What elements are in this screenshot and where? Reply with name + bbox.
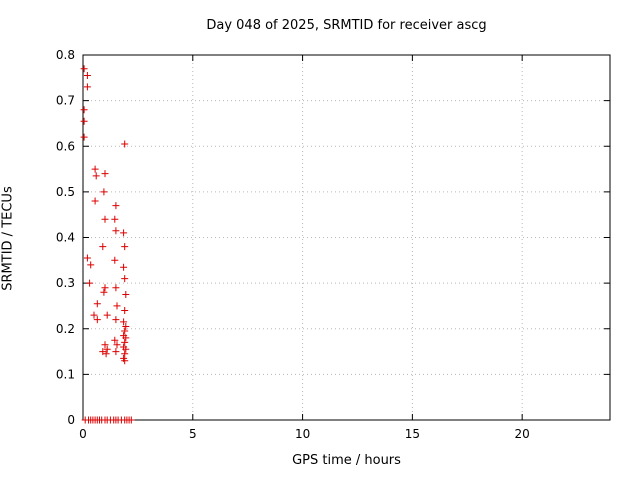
x-tick-label: 5 bbox=[189, 427, 197, 441]
y-tick-label: 0.5 bbox=[56, 185, 75, 199]
data-point-marker bbox=[83, 83, 91, 91]
x-tick-label: 10 bbox=[295, 427, 310, 441]
data-point-marker bbox=[103, 311, 111, 319]
data-point-marker bbox=[121, 357, 129, 365]
x-tick-label: 20 bbox=[515, 427, 530, 441]
data-point-marker bbox=[100, 188, 108, 196]
data-point-marker bbox=[127, 416, 135, 424]
data-point-marker bbox=[121, 338, 129, 346]
data-point-marker bbox=[87, 261, 95, 269]
data-point-marker bbox=[101, 170, 109, 178]
data-point-marker bbox=[112, 348, 120, 356]
y-tick-label: 0.1 bbox=[56, 367, 75, 381]
data-point-marker bbox=[102, 350, 110, 358]
data-point-marker bbox=[111, 336, 119, 344]
data-point-marker bbox=[120, 229, 128, 237]
data-point-marker bbox=[122, 345, 130, 353]
data-point-marker bbox=[122, 291, 130, 298]
data-point-marker bbox=[91, 165, 99, 173]
data-point-marker bbox=[122, 334, 130, 342]
data-point-marker bbox=[112, 202, 120, 210]
data-point-marker bbox=[93, 300, 101, 308]
data-point-marker bbox=[91, 197, 99, 205]
data-point-marker bbox=[122, 323, 130, 330]
data-point-marker bbox=[80, 65, 88, 73]
data-point-marker bbox=[80, 106, 88, 114]
data-point-marker bbox=[101, 215, 109, 223]
data-point-marker bbox=[113, 341, 121, 349]
x-axis-label: GPS time / hours bbox=[292, 453, 401, 468]
data-point-marker bbox=[99, 243, 107, 251]
data-point-marker bbox=[101, 284, 109, 292]
x-tick-label: 15 bbox=[405, 427, 420, 441]
data-point-marker bbox=[92, 172, 100, 180]
data-point-marker bbox=[103, 345, 111, 353]
data-point-marker bbox=[121, 243, 129, 251]
data-point-marker bbox=[112, 227, 120, 235]
y-tick-label: 0.8 bbox=[56, 48, 75, 62]
data-point-marker bbox=[121, 140, 129, 148]
y-tick-label: 0.2 bbox=[56, 322, 75, 336]
data-point-marker bbox=[121, 327, 129, 335]
data-point-marker bbox=[121, 275, 129, 283]
y-tick-label: 0 bbox=[67, 413, 75, 427]
y-tick-label: 0.7 bbox=[56, 94, 75, 108]
data-point-marker bbox=[112, 316, 120, 324]
data-point-marker bbox=[121, 307, 129, 314]
data-point-marker bbox=[86, 279, 94, 287]
y-tick-label: 0.6 bbox=[56, 139, 75, 153]
data-point-marker bbox=[113, 302, 121, 310]
data-point-marker bbox=[120, 263, 128, 271]
x-tick-label: 0 bbox=[79, 427, 87, 441]
data-point-marker bbox=[83, 254, 91, 262]
y-tick-label: 0.3 bbox=[56, 276, 75, 290]
data-point-marker bbox=[112, 284, 120, 292]
data-point-marker bbox=[80, 117, 88, 125]
plot-border bbox=[82, 54, 611, 421]
data-point-marker bbox=[100, 288, 108, 296]
data-point-marker bbox=[120, 318, 128, 326]
data-point-marker bbox=[93, 316, 101, 324]
data-point-marker bbox=[80, 133, 88, 141]
y-tick-label: 0.4 bbox=[56, 231, 75, 245]
data-point-marker bbox=[90, 311, 98, 319]
data-point-marker bbox=[111, 256, 119, 264]
data-point-marker bbox=[101, 341, 109, 349]
chart-title: Day 048 of 2025, SRMTID for receiver asc… bbox=[206, 18, 487, 33]
data-point-marker bbox=[111, 215, 119, 223]
data-point-marker bbox=[83, 72, 91, 79]
data-point-marker bbox=[121, 350, 129, 358]
